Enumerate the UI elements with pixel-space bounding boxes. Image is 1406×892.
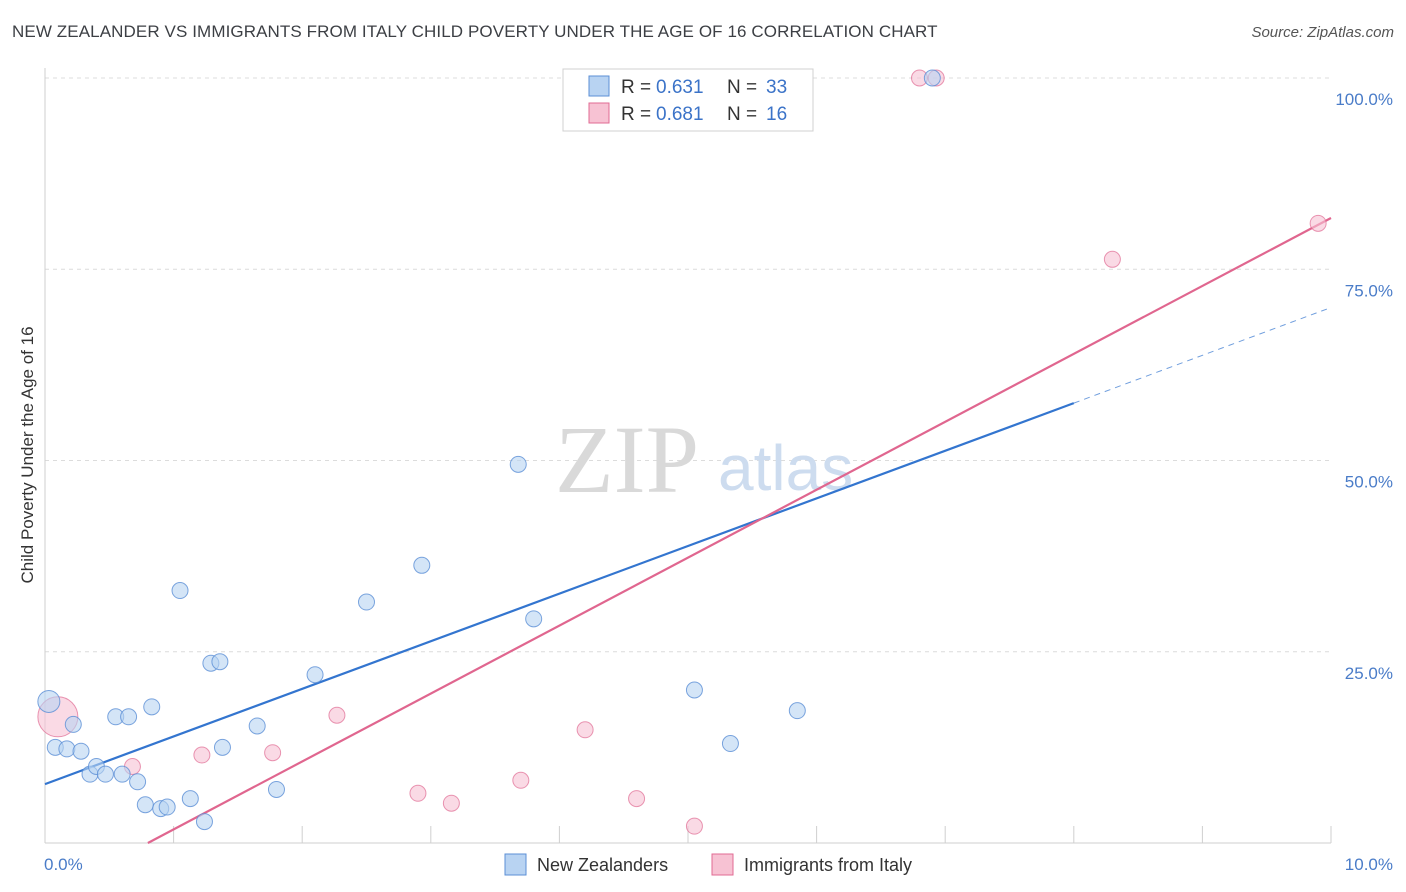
- point-new-zealanders-29: [685, 681, 703, 699]
- point-new-zealanders-16: [171, 582, 189, 600]
- y-tick-label-100: 100.0%: [1335, 90, 1393, 109]
- trendline-new-zealanders: [44, 402, 1075, 786]
- bottom-legend-label-blue: New Zealanders: [537, 855, 668, 875]
- point-new-zealanders-11: [129, 773, 147, 791]
- point-immigrants-from-italy-6: [442, 794, 460, 812]
- point-new-zealanders-31: [788, 702, 806, 720]
- y-tick-label-75: 75.0%: [1345, 281, 1393, 300]
- point-immigrants-from-italy-3: [264, 744, 282, 762]
- legend-r-label-1: R =: [621, 77, 651, 98]
- point-immigrants-from-italy-5: [409, 784, 427, 802]
- point-immigrants-from-italy-2: [193, 746, 211, 764]
- legend-swatch-pink: [588, 102, 610, 124]
- legend: R = 0.631 N = 33 R = 0.681 N = 16: [562, 68, 814, 132]
- point-new-zealanders-15: [158, 798, 176, 816]
- watermark-zip: ZIP: [555, 406, 699, 513]
- y-tick-label-50: 50.0%: [1345, 473, 1393, 492]
- chart-source: Source: ZipAtlas.com: [1251, 24, 1394, 41]
- point-new-zealanders-26: [413, 556, 431, 574]
- legend-r-value-2: 0.681: [656, 104, 704, 125]
- legend-swatch-blue: [588, 75, 610, 97]
- legend-n-label-2: N =: [727, 104, 757, 125]
- points-layer: [37, 69, 1327, 835]
- point-new-zealanders-17: [181, 790, 199, 808]
- point-new-zealanders-7: [96, 765, 114, 783]
- point-new-zealanders-13: [143, 698, 161, 716]
- point-new-zealanders-25: [358, 593, 375, 611]
- bottom-legend-swatch-pink: [711, 853, 734, 876]
- point-new-zealanders-28: [525, 610, 543, 628]
- x-tick-label-max: 10.0%: [1345, 855, 1393, 874]
- legend-r-value-1: 0.631: [656, 77, 704, 98]
- point-new-zealanders-2: [58, 740, 76, 758]
- point-immigrants-from-italy-7: [512, 771, 530, 789]
- point-new-zealanders-21: [213, 738, 231, 756]
- chart-title: NEW ZEALANDER VS IMMIGRANTS FROM ITALY C…: [12, 22, 938, 41]
- y-axis-title: Child Poverty Under the Age of 16: [18, 326, 37, 583]
- x-tick-label-min: 0.0%: [44, 855, 83, 874]
- point-immigrants-from-italy-8: [576, 721, 594, 739]
- trendline-immigrants-from-italy: [147, 217, 1332, 844]
- point-immigrants-from-italy-9: [628, 790, 646, 808]
- point-immigrants-from-italy-14: [1103, 250, 1121, 268]
- legend-n-label-1: N =: [727, 77, 757, 98]
- point-new-zealanders-22: [248, 717, 266, 735]
- bottom-legend-label-pink: Immigrants from Italy: [744, 855, 912, 875]
- point-new-zealanders-24: [306, 666, 324, 684]
- point-immigrants-from-italy-4: [328, 706, 346, 724]
- point-new-zealanders-32: [923, 69, 941, 87]
- point-new-zealanders-23: [267, 780, 285, 798]
- point-new-zealanders-0: [37, 689, 61, 713]
- trend-layer: [44, 217, 1332, 844]
- legend-r-label-2: R =: [621, 104, 651, 125]
- point-new-zealanders-9: [113, 765, 131, 783]
- legend-n-value-1: 33: [766, 77, 787, 98]
- trendline-new-zealanders-extension: [1073, 307, 1332, 404]
- point-immigrants-from-italy-10: [685, 817, 703, 835]
- point-new-zealanders-10: [120, 708, 138, 726]
- point-new-zealanders-27: [509, 455, 527, 473]
- point-immigrants-from-italy-15: [1309, 214, 1327, 232]
- bottom-legend: New Zealanders Immigrants from Italy: [504, 853, 912, 876]
- grid-layer: 25.0% 50.0% 75.0% 100.0%: [45, 77, 1393, 683]
- point-new-zealanders-20: [211, 653, 229, 671]
- point-new-zealanders-12: [136, 796, 154, 814]
- bottom-legend-swatch-blue: [504, 853, 527, 876]
- watermark: ZIP atlas: [555, 406, 853, 513]
- point-new-zealanders-30: [721, 735, 739, 753]
- point-new-zealanders-18: [195, 813, 213, 831]
- point-new-zealanders-3: [64, 715, 82, 733]
- point-new-zealanders-4: [72, 742, 90, 760]
- y-tick-label-25: 25.0%: [1345, 664, 1393, 683]
- legend-n-value-2: 16: [766, 104, 787, 125]
